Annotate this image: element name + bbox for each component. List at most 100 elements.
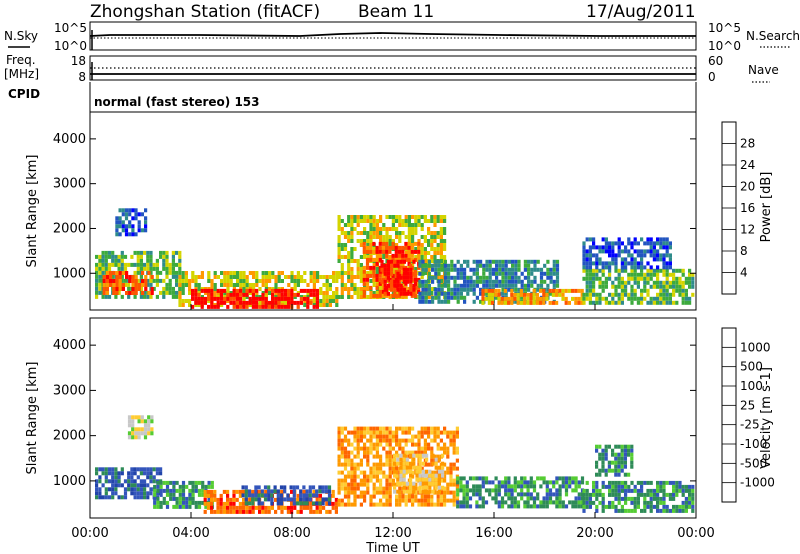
- range-cell: [356, 430, 360, 435]
- range-cell: [128, 224, 132, 229]
- range-cell: [592, 488, 596, 493]
- range-cell: [343, 458, 348, 463]
- range-cell: [137, 224, 141, 229]
- range-cell: [162, 278, 166, 283]
- range-cell: [95, 278, 99, 283]
- range-cell: [441, 461, 445, 466]
- range-cell: [646, 500, 650, 505]
- range-cell: [318, 485, 322, 490]
- range-cell: [347, 287, 351, 291]
- range-cell: [514, 267, 518, 272]
- range-cell: [379, 502, 383, 507]
- range-cell: [450, 275, 454, 280]
- range-cell: [293, 287, 297, 291]
- range-cell: [405, 461, 409, 466]
- range-cell: [646, 237, 650, 242]
- range-cell: [456, 476, 460, 481]
- range-cell: [172, 488, 176, 493]
- range-cell: [617, 488, 621, 493]
- range-cell: [520, 271, 524, 276]
- range-cell: [319, 299, 323, 303]
- range-cell: [386, 267, 390, 272]
- range-cell: [251, 304, 255, 309]
- x-tick-label: 00:00: [677, 526, 714, 541]
- range-cell: [239, 304, 243, 309]
- range-cell: [279, 501, 284, 506]
- range-cell: [580, 300, 584, 305]
- range-cell: [446, 490, 450, 495]
- range-cell: [456, 271, 460, 276]
- range-cell: [362, 289, 366, 294]
- range-cell: [617, 480, 621, 485]
- range-cell: [447, 271, 451, 276]
- range-cell: [263, 485, 268, 490]
- range-cell: [585, 280, 589, 285]
- range-cell: [359, 430, 363, 435]
- range-cell: [391, 223, 395, 227]
- range-cell: [353, 283, 357, 287]
- range-cell: [191, 484, 195, 489]
- range-cell: [412, 291, 416, 296]
- range-cell: [123, 266, 128, 271]
- range-cell: [574, 476, 578, 481]
- range-cell: [684, 496, 688, 501]
- range-cell: [478, 492, 482, 497]
- range-cell: [656, 504, 660, 509]
- range-cell: [194, 292, 198, 297]
- range-cell: [519, 300, 523, 305]
- range-cell: [585, 492, 589, 497]
- range-cell: [372, 215, 376, 219]
- range-cell: [681, 292, 685, 297]
- range-cell: [134, 435, 138, 440]
- range-cell: [656, 492, 660, 497]
- range-cell: [175, 488, 179, 493]
- range-cell: [130, 475, 134, 480]
- range-cell: [595, 484, 599, 489]
- range-cell: [191, 271, 195, 275]
- range-cell: [398, 426, 402, 431]
- range-cell: [359, 446, 363, 451]
- range-cell: [128, 275, 132, 279]
- range-cell: [585, 288, 589, 293]
- range-cell: [115, 232, 119, 237]
- range-cell: [640, 488, 644, 493]
- range-cell: [398, 494, 402, 499]
- range-cell: [197, 492, 202, 497]
- range-cell: [431, 453, 435, 458]
- range-cell: [382, 223, 386, 227]
- range-cell: [604, 249, 608, 254]
- range-cell: [366, 255, 370, 259]
- range-cell: [131, 224, 135, 229]
- range-cell: [299, 300, 303, 305]
- range-cell: [407, 235, 411, 239]
- range-cell: [121, 224, 125, 229]
- range-cell: [665, 241, 669, 246]
- range-cell: [411, 215, 415, 219]
- range-cell: [388, 490, 392, 495]
- range-cell: [379, 462, 383, 467]
- range-cell: [251, 505, 255, 510]
- range-cell: [378, 293, 382, 298]
- range-cell: [385, 442, 389, 447]
- range-cell: [388, 494, 392, 499]
- range-cell: [188, 504, 192, 509]
- range-cell: [359, 267, 363, 271]
- range-cell: [149, 258, 153, 263]
- range-cell: [325, 303, 329, 307]
- range-cell: [588, 253, 592, 258]
- range-cell: [439, 247, 443, 251]
- range-cell: [267, 300, 271, 305]
- range-cell: [646, 268, 650, 273]
- range-cell: [241, 485, 245, 490]
- range-cell: [120, 471, 124, 476]
- range-cell: [536, 283, 540, 288]
- range-cell: [181, 287, 185, 291]
- range-cell: [385, 231, 389, 235]
- range-cell: [152, 479, 156, 484]
- range-cell: [258, 287, 262, 291]
- range-cell: [359, 462, 363, 467]
- range-cell: [446, 470, 450, 475]
- range-cell: [624, 257, 628, 262]
- range-cell: [455, 446, 459, 451]
- range-cell: [104, 495, 108, 500]
